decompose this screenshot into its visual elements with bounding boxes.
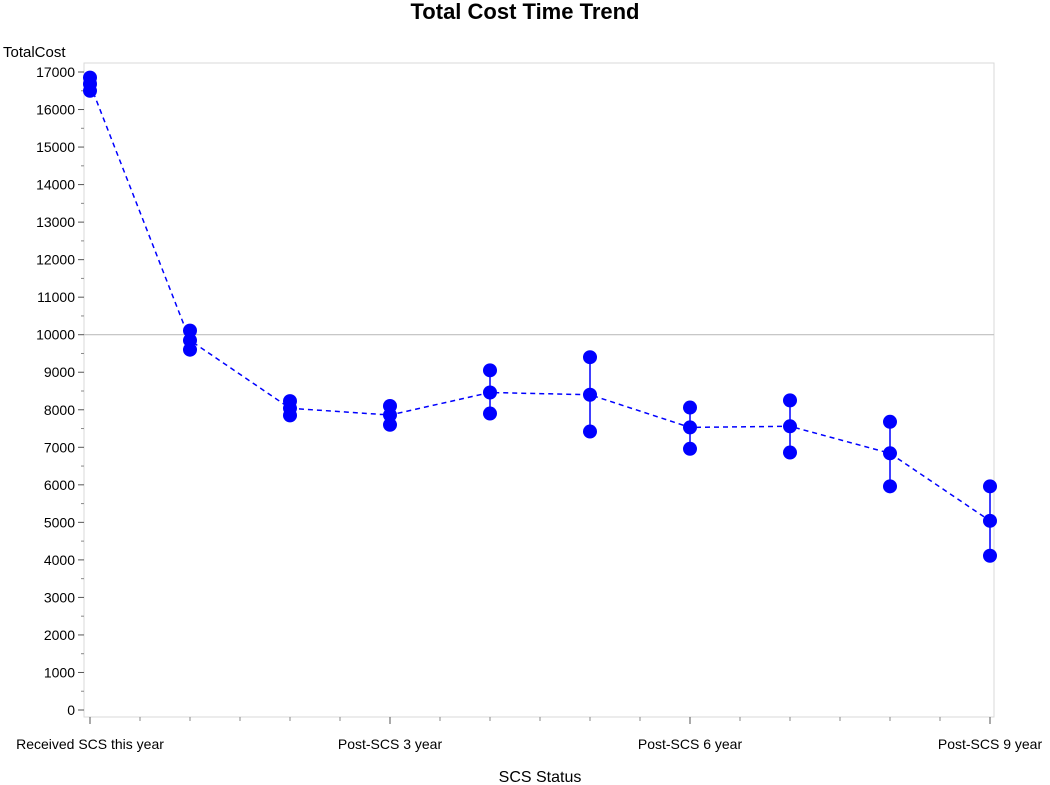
- chart-marks: [83, 70, 997, 563]
- upper-point: [783, 393, 797, 408]
- lower-point: [983, 548, 997, 563]
- y-tick-label: 11000: [37, 289, 75, 305]
- upper-point: [583, 350, 597, 365]
- y-tick-label: 2000: [44, 627, 75, 643]
- x-tick-label: Post-SCS 6 year: [638, 736, 743, 752]
- lower-point: [383, 417, 397, 432]
- y-tick-label: 14000: [36, 177, 75, 193]
- y-tick-label: 10000: [36, 327, 75, 343]
- x-tick-label: Post-SCS 3 year: [338, 736, 443, 752]
- y-tick-label: 3000: [44, 589, 75, 605]
- y-axis-label: TotalCost: [3, 44, 66, 61]
- mean-point: [483, 385, 497, 400]
- y-tick-label: 4000: [44, 552, 75, 568]
- mean-trend-line: [89, 83, 991, 522]
- y-tick-label: 1000: [44, 664, 75, 680]
- y-tick-label: 7000: [44, 439, 75, 455]
- mean-point: [983, 513, 997, 528]
- upper-point: [183, 323, 197, 338]
- y-tick-label: 16000: [36, 102, 75, 118]
- upper-point: [683, 400, 697, 415]
- lower-point: [683, 441, 697, 456]
- upper-point: [883, 414, 897, 429]
- lower-point: [483, 406, 497, 421]
- mean-point: [583, 387, 597, 402]
- y-tick-label: 6000: [44, 477, 75, 493]
- mean-point: [683, 420, 697, 435]
- x-axis-label: SCS Status: [499, 769, 582, 785]
- y-tick-label: 15000: [36, 139, 75, 155]
- y-tick-label: 17000: [36, 64, 75, 80]
- mean-point: [283, 401, 297, 416]
- x-tick-label: Post-SCS 9 year: [938, 736, 1043, 752]
- lower-point: [883, 479, 897, 494]
- y-tick-label: 0: [67, 702, 75, 718]
- mean-point: [83, 77, 97, 92]
- mean-point: [883, 446, 897, 461]
- lower-point: [783, 445, 797, 460]
- mean-point: [183, 333, 197, 348]
- mean-point: [783, 419, 797, 434]
- y-tick-label: 8000: [44, 402, 75, 418]
- plot-frame: [83, 62, 995, 718]
- y-tick-label: 13000: [36, 214, 75, 230]
- y-tick-label: 12000: [36, 252, 75, 268]
- upper-point: [483, 363, 497, 378]
- mean-point: [383, 408, 397, 423]
- lower-point: [583, 424, 597, 439]
- y-tick-label: 9000: [44, 364, 75, 380]
- chart-title: Total Cost Time Trend: [411, 0, 640, 24]
- upper-point: [983, 479, 997, 494]
- y-tick-label: 5000: [44, 514, 75, 530]
- axes: 0 1000 2000 3000 4000 5000 6000 7000 8000 9000 100…: [16, 64, 1042, 752]
- x-tick-label: Received SCS this year: [16, 736, 164, 752]
